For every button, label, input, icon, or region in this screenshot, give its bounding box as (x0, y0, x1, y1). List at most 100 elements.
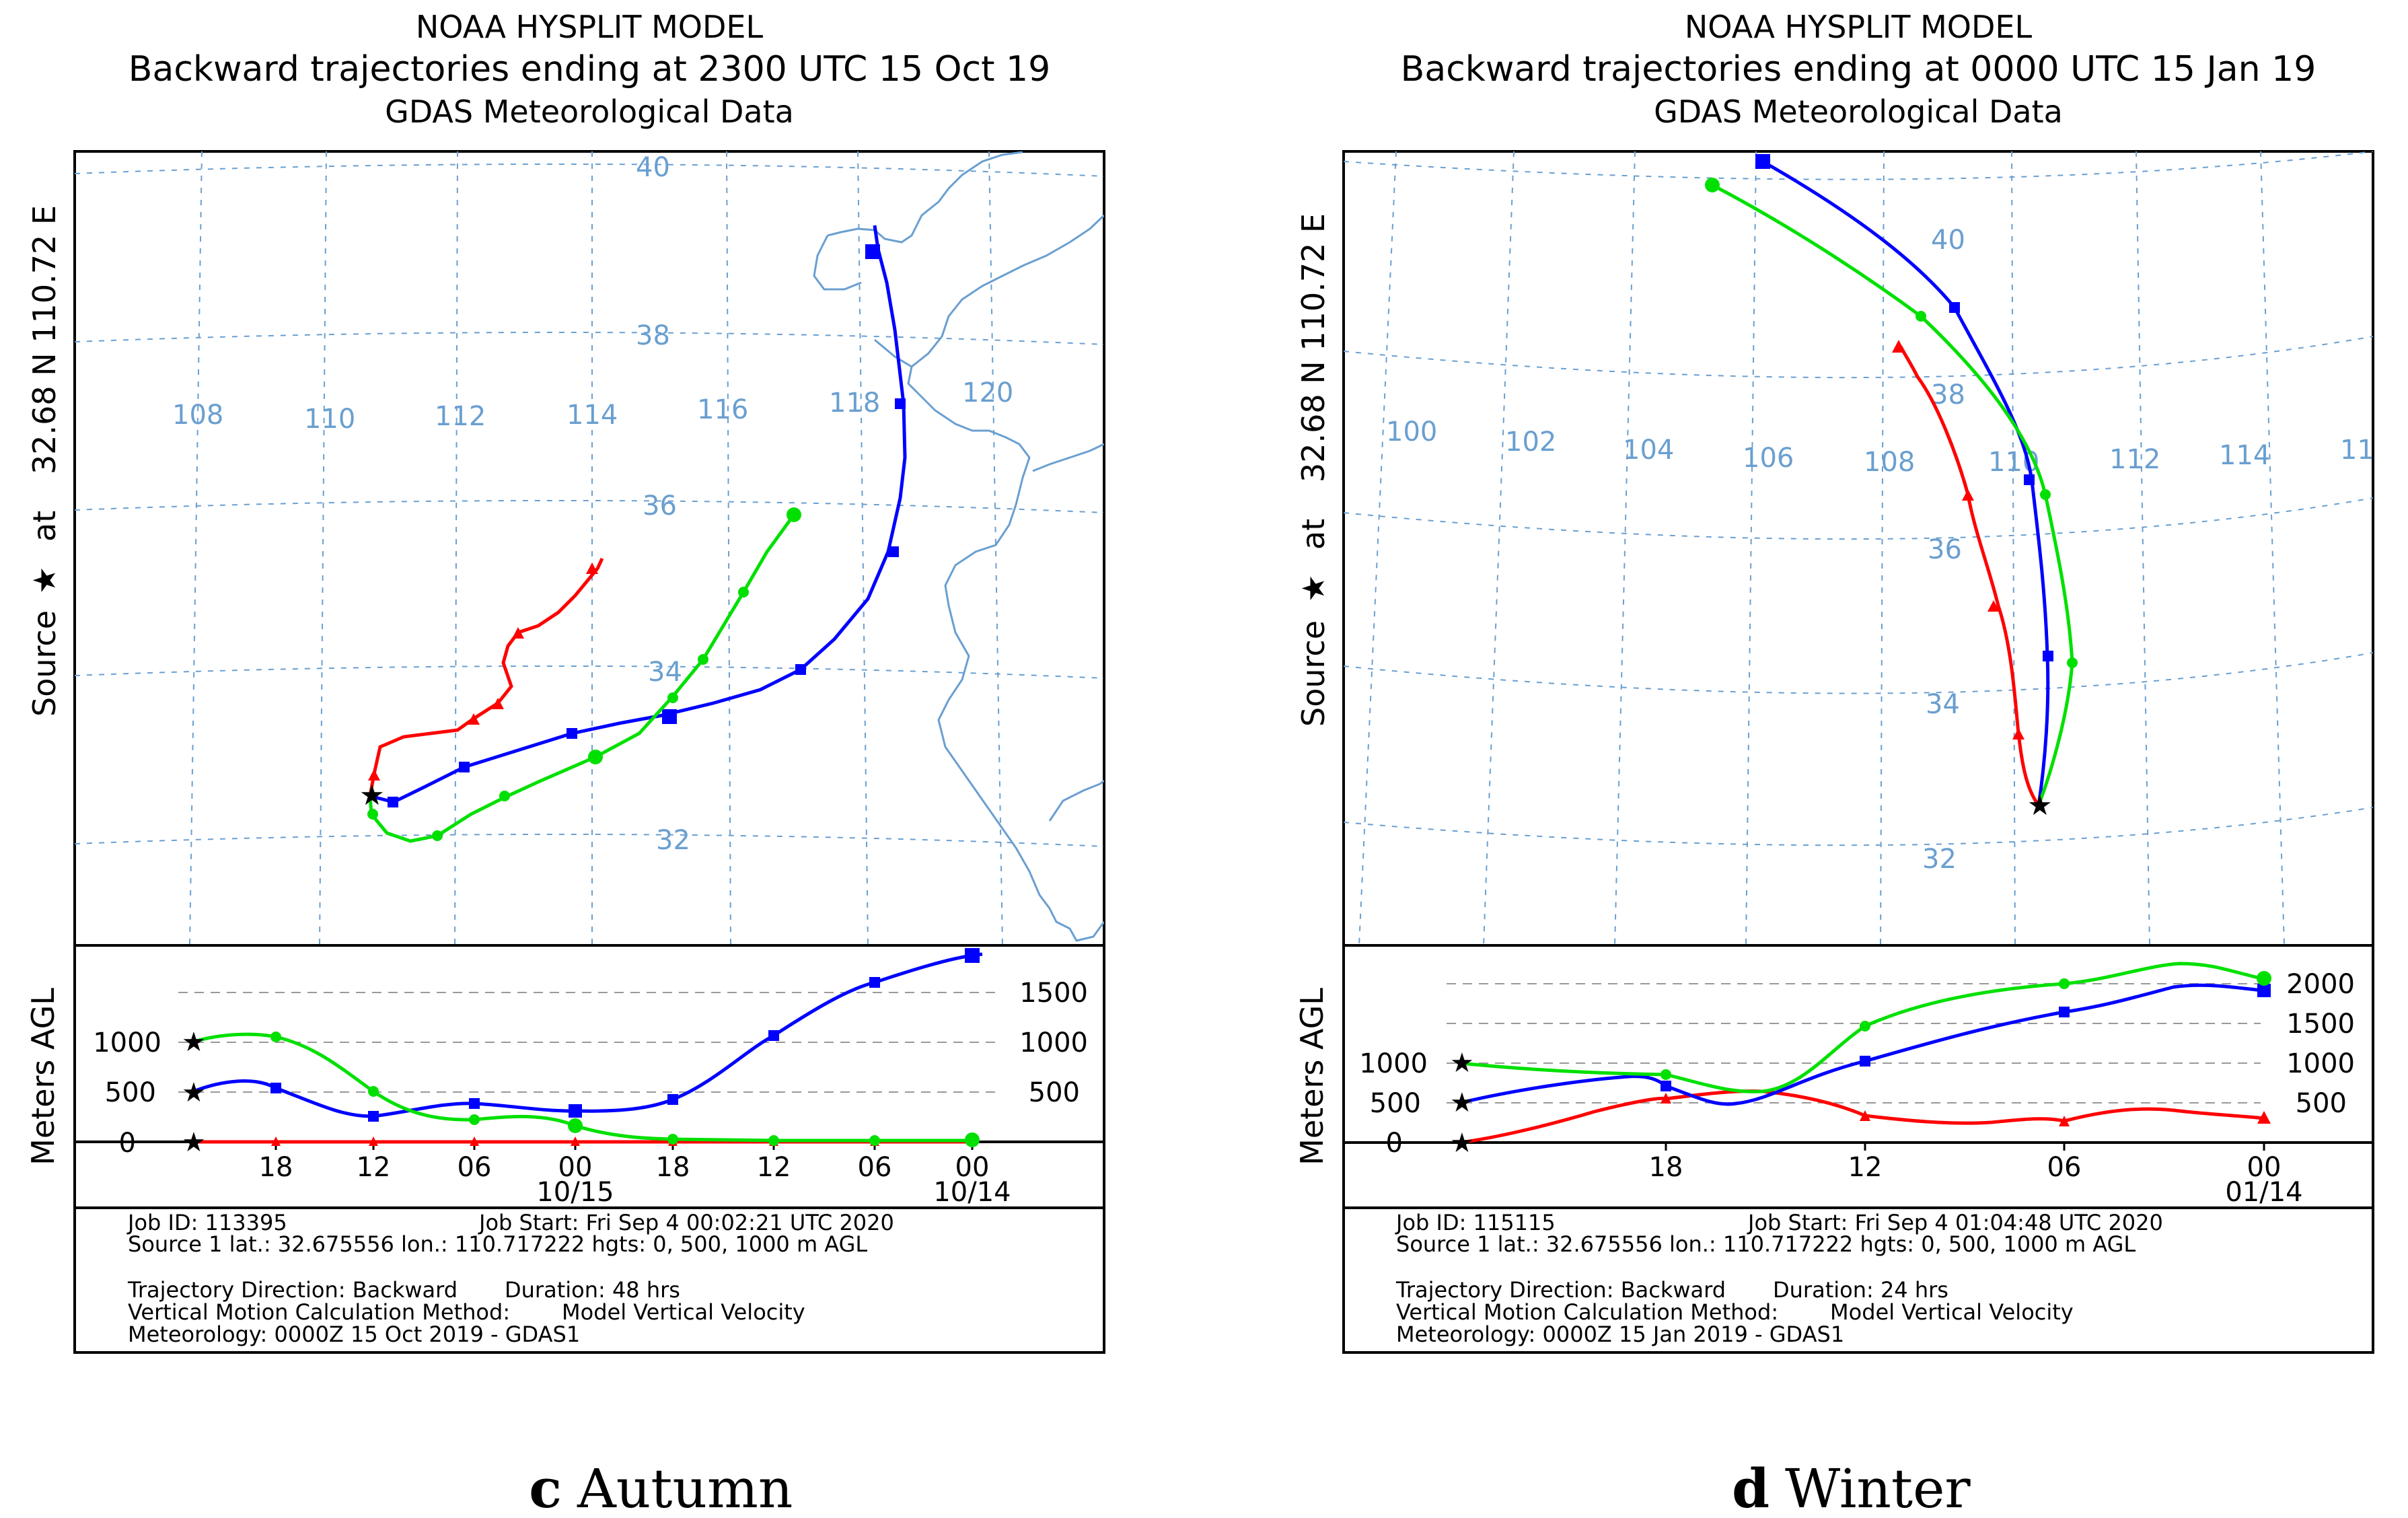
ytick-right-1500: 1500 (1019, 978, 1088, 1009)
ytick-left-0: 0 (119, 1128, 136, 1159)
vertical-frame (1342, 944, 2374, 1209)
star-icon: ★ (1450, 1128, 1474, 1159)
info-job-start: Job Start: Fri Sep 4 01:04:48 UTC 2020 (1747, 1210, 2163, 1235)
lat-label-34: 34 (1926, 689, 1960, 720)
lon-label-114: 114 (2219, 440, 2270, 471)
map-area: 100 102 104 106 108 110 112 114 116 40 3… (1344, 151, 2391, 945)
map-labels: 40 38 36 34 32 108 110 112 114 116 118 1… (172, 152, 1013, 856)
time-tick-label: 18 (1649, 1152, 1683, 1183)
traj-blue-c-markers (388, 244, 906, 807)
lat-label-40: 40 (636, 152, 670, 183)
date-label: 10/14 (933, 1177, 1011, 1208)
traj-red-c (368, 557, 604, 797)
info-text: Job ID: 115115 Job Start: Fri Sep 4 01:0… (1395, 1210, 2163, 1347)
date-label: 01/14 (2225, 1177, 2302, 1208)
info-job-start: Job Start: Fri Sep 4 00:02:21 UTC 2020 (478, 1210, 894, 1235)
header-line1: NOAA HYSPLIT MODEL (416, 9, 764, 45)
lon-label-108: 108 (172, 400, 223, 431)
side-label: Source ★ at 32.68 N 110.72 E (26, 205, 63, 717)
traj-blue-d-markers (1755, 154, 2053, 661)
time-tick-label: 06 (2047, 1152, 2082, 1183)
ytick-right-1000: 1000 (2286, 1048, 2355, 1079)
side-label-coord: 32.68 N 110.72 E (1295, 213, 1331, 482)
map-area: 40 38 36 34 32 108 110 112 114 116 118 1… (75, 151, 1104, 945)
vertical-ylabel: Meters AGL (1294, 988, 1330, 1165)
coastline (813, 151, 1104, 942)
ytick-right-2000: 2000 (2286, 969, 2355, 1000)
info-vmotion-value: Model Vertical Velocity (1830, 1299, 2074, 1325)
header-line2: Backward trajectories ending at 2300 UTC… (129, 49, 1050, 89)
lat-label-36: 36 (1928, 534, 1962, 565)
header-line2: Backward trajectories ending at 0000 UTC… (1401, 49, 2316, 89)
side-label-source: Source (1295, 620, 1331, 727)
info-source: Source 1 lat.: 32.675556 lon.: 110.71722… (1396, 1231, 2136, 1257)
height-blue-d (1459, 983, 2265, 1106)
time-tick-label: 00 (558, 1152, 593, 1183)
ytick-right-1500: 1500 (2286, 1009, 2355, 1040)
panel-d: NOAA HYSPLIT MODEL Backward trajectories… (1294, 9, 2391, 1518)
info-job-id: Job ID: 115115 (1395, 1210, 1556, 1235)
info-box (73, 1206, 1105, 1354)
lon-label-102: 102 (1505, 427, 1556, 458)
traj-red-d-markers (1892, 340, 2024, 739)
lat-label-34: 34 (648, 657, 682, 688)
info-vmotion: Vertical Motion Calculation Method: (1396, 1299, 1778, 1325)
lat-label-40: 40 (1931, 225, 1965, 256)
map-frame (73, 150, 1105, 947)
info-duration: Duration: 48 hrs (505, 1277, 680, 1303)
height-red-d-markers (1661, 1093, 2271, 1126)
caption-season: Winter (1785, 1457, 1971, 1518)
star-icon: ★ (26, 567, 63, 594)
traj-red-c-markers (368, 563, 598, 781)
traj-green-c-markers (367, 507, 801, 841)
time-tick-label: 06 (458, 1152, 492, 1183)
panel-c: NOAA HYSPLIT MODEL Backward trajectories… (25, 9, 1105, 1518)
lon-label-120: 120 (962, 377, 1013, 408)
star-icon: ★ (1450, 1048, 1474, 1079)
side-label: Source ★ at 32.68 N 110.72 E (1295, 213, 1331, 727)
lon-label-108: 108 (1864, 447, 1915, 478)
ytick-right-500: 500 (2296, 1088, 2347, 1119)
time-tick-label: 12 (357, 1152, 391, 1183)
lat-label-32: 32 (656, 825, 690, 856)
side-label-at: at (1295, 519, 1331, 550)
info-duration: Duration: 24 hrs (1773, 1277, 1948, 1303)
side-label-source: Source (26, 610, 63, 717)
lat-label-32: 32 (1922, 844, 1957, 875)
map-grid (75, 151, 1104, 945)
header-line3: GDAS Meteorological Data (1654, 94, 2063, 130)
lon-label-110: 110 (304, 404, 355, 435)
info-source: Source 1 lat.: 32.675556 lon.: 110.71722… (128, 1231, 867, 1257)
vertical-frame (73, 944, 1105, 1209)
lon-label-106: 106 (1743, 443, 1794, 474)
lon-label-114: 114 (567, 400, 618, 431)
lat-label-36: 36 (643, 491, 677, 521)
lat-label-38: 38 (1931, 380, 1965, 410)
ytick-left-1000: 1000 (93, 1027, 161, 1058)
caption-letter: c (529, 1457, 562, 1518)
source-star-icon: ★ (2027, 789, 2053, 822)
caption-letter: d (1732, 1457, 1769, 1518)
time-tick-label: 06 (858, 1152, 892, 1183)
vertical-ylabel: Meters AGL (25, 988, 61, 1165)
traj-green-c (368, 513, 796, 843)
info-job-id: Job ID: 113395 (126, 1210, 287, 1235)
height-ticks: 1000 500 0 1500 1000 500 (93, 978, 1088, 1159)
lon-label-116: 116 (2340, 435, 2391, 466)
height-green-c-markers (270, 1032, 980, 1147)
star-icon: ★ (1450, 1087, 1474, 1118)
time-tick-label: 12 (1848, 1152, 1883, 1183)
traj-green-d-markers (1705, 178, 2078, 668)
map-frame (1342, 150, 2374, 947)
height-gridlines (178, 992, 996, 1093)
time-tick-label: 00 (955, 1152, 990, 1183)
star-icon: ★ (1295, 575, 1331, 602)
star-icon: ★ (182, 1077, 206, 1108)
info-meteorology: Meteorology: 0000Z 15 Oct 2019 - GDAS1 (128, 1322, 580, 1347)
traj-blue-d (1761, 159, 2050, 806)
lon-label-116: 116 (697, 394, 748, 425)
header-line3: GDAS Meteorological Data (385, 94, 794, 130)
lon-label-100: 100 (1386, 417, 1437, 447)
